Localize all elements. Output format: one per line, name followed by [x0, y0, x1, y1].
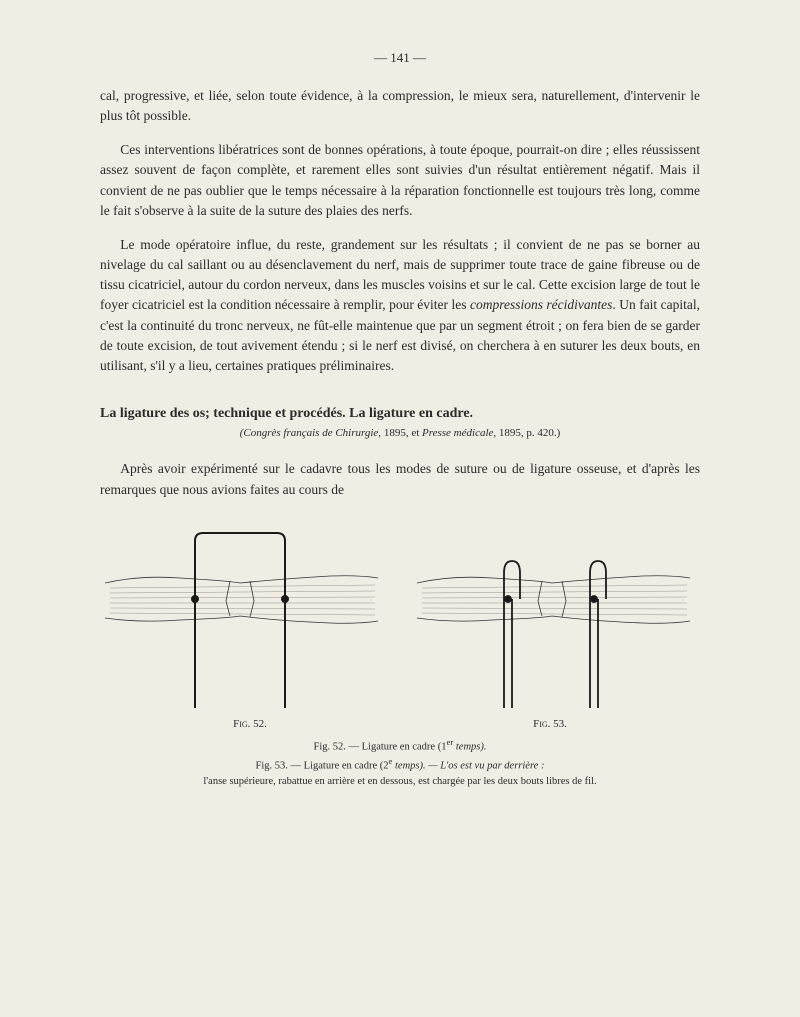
paragraph-2: Ces interventions libératrices sont de b… — [100, 140, 700, 221]
document-page: — 141 — cal, progressive, et liée, selon… — [0, 0, 800, 819]
figure-52 — [100, 513, 388, 713]
fig52-desc-b: temps). — [453, 742, 486, 753]
figure-52-svg — [100, 513, 380, 713]
figure-labels: Fig. 52. Fig. 53. — [100, 718, 700, 730]
citation-d: 1895, p. 420.) — [499, 427, 560, 439]
figures-container — [100, 513, 700, 713]
figure-53-svg — [412, 513, 692, 713]
para3-italic: compressions récidivantes — [470, 297, 612, 312]
fig-desc-line3: l'anse supérieure, rabattue en arrière e… — [203, 776, 596, 787]
section-heading: La ligature des os; technique et procédé… — [100, 406, 700, 422]
citation-c: Presse médicale, — [422, 427, 499, 439]
citation: (Congrès français de Chirurgie, 1895, et… — [100, 427, 700, 439]
citation-b: 1895, et — [384, 427, 422, 439]
fig53-desc-a: Fig. 53. — Ligature en cadre (2 — [256, 761, 389, 772]
paragraph-1: cal, progressive, et liée, selon toute é… — [100, 86, 700, 127]
fig52-desc-a: Fig. 52. — Ligature en cadre (1 — [313, 742, 446, 753]
paragraph-3: Le mode opératoire influe, du reste, gra… — [100, 235, 700, 377]
figure-53 — [412, 513, 700, 713]
figure-descriptions: Fig. 52. — Ligature en cadre (1er temps)… — [100, 736, 700, 789]
fig53-label: Fig. 53. — [400, 718, 700, 730]
page-number: — 141 — — [100, 50, 700, 66]
fig53-desc-b: temps). — L'os est vu par derrière : — [392, 761, 544, 772]
citation-a: (Congrès français de Chirurgie, — [240, 427, 384, 439]
intro-line: Après avoir expérimenté sur le cadavre t… — [100, 459, 700, 500]
fig52-label: Fig. 52. — [100, 718, 400, 730]
